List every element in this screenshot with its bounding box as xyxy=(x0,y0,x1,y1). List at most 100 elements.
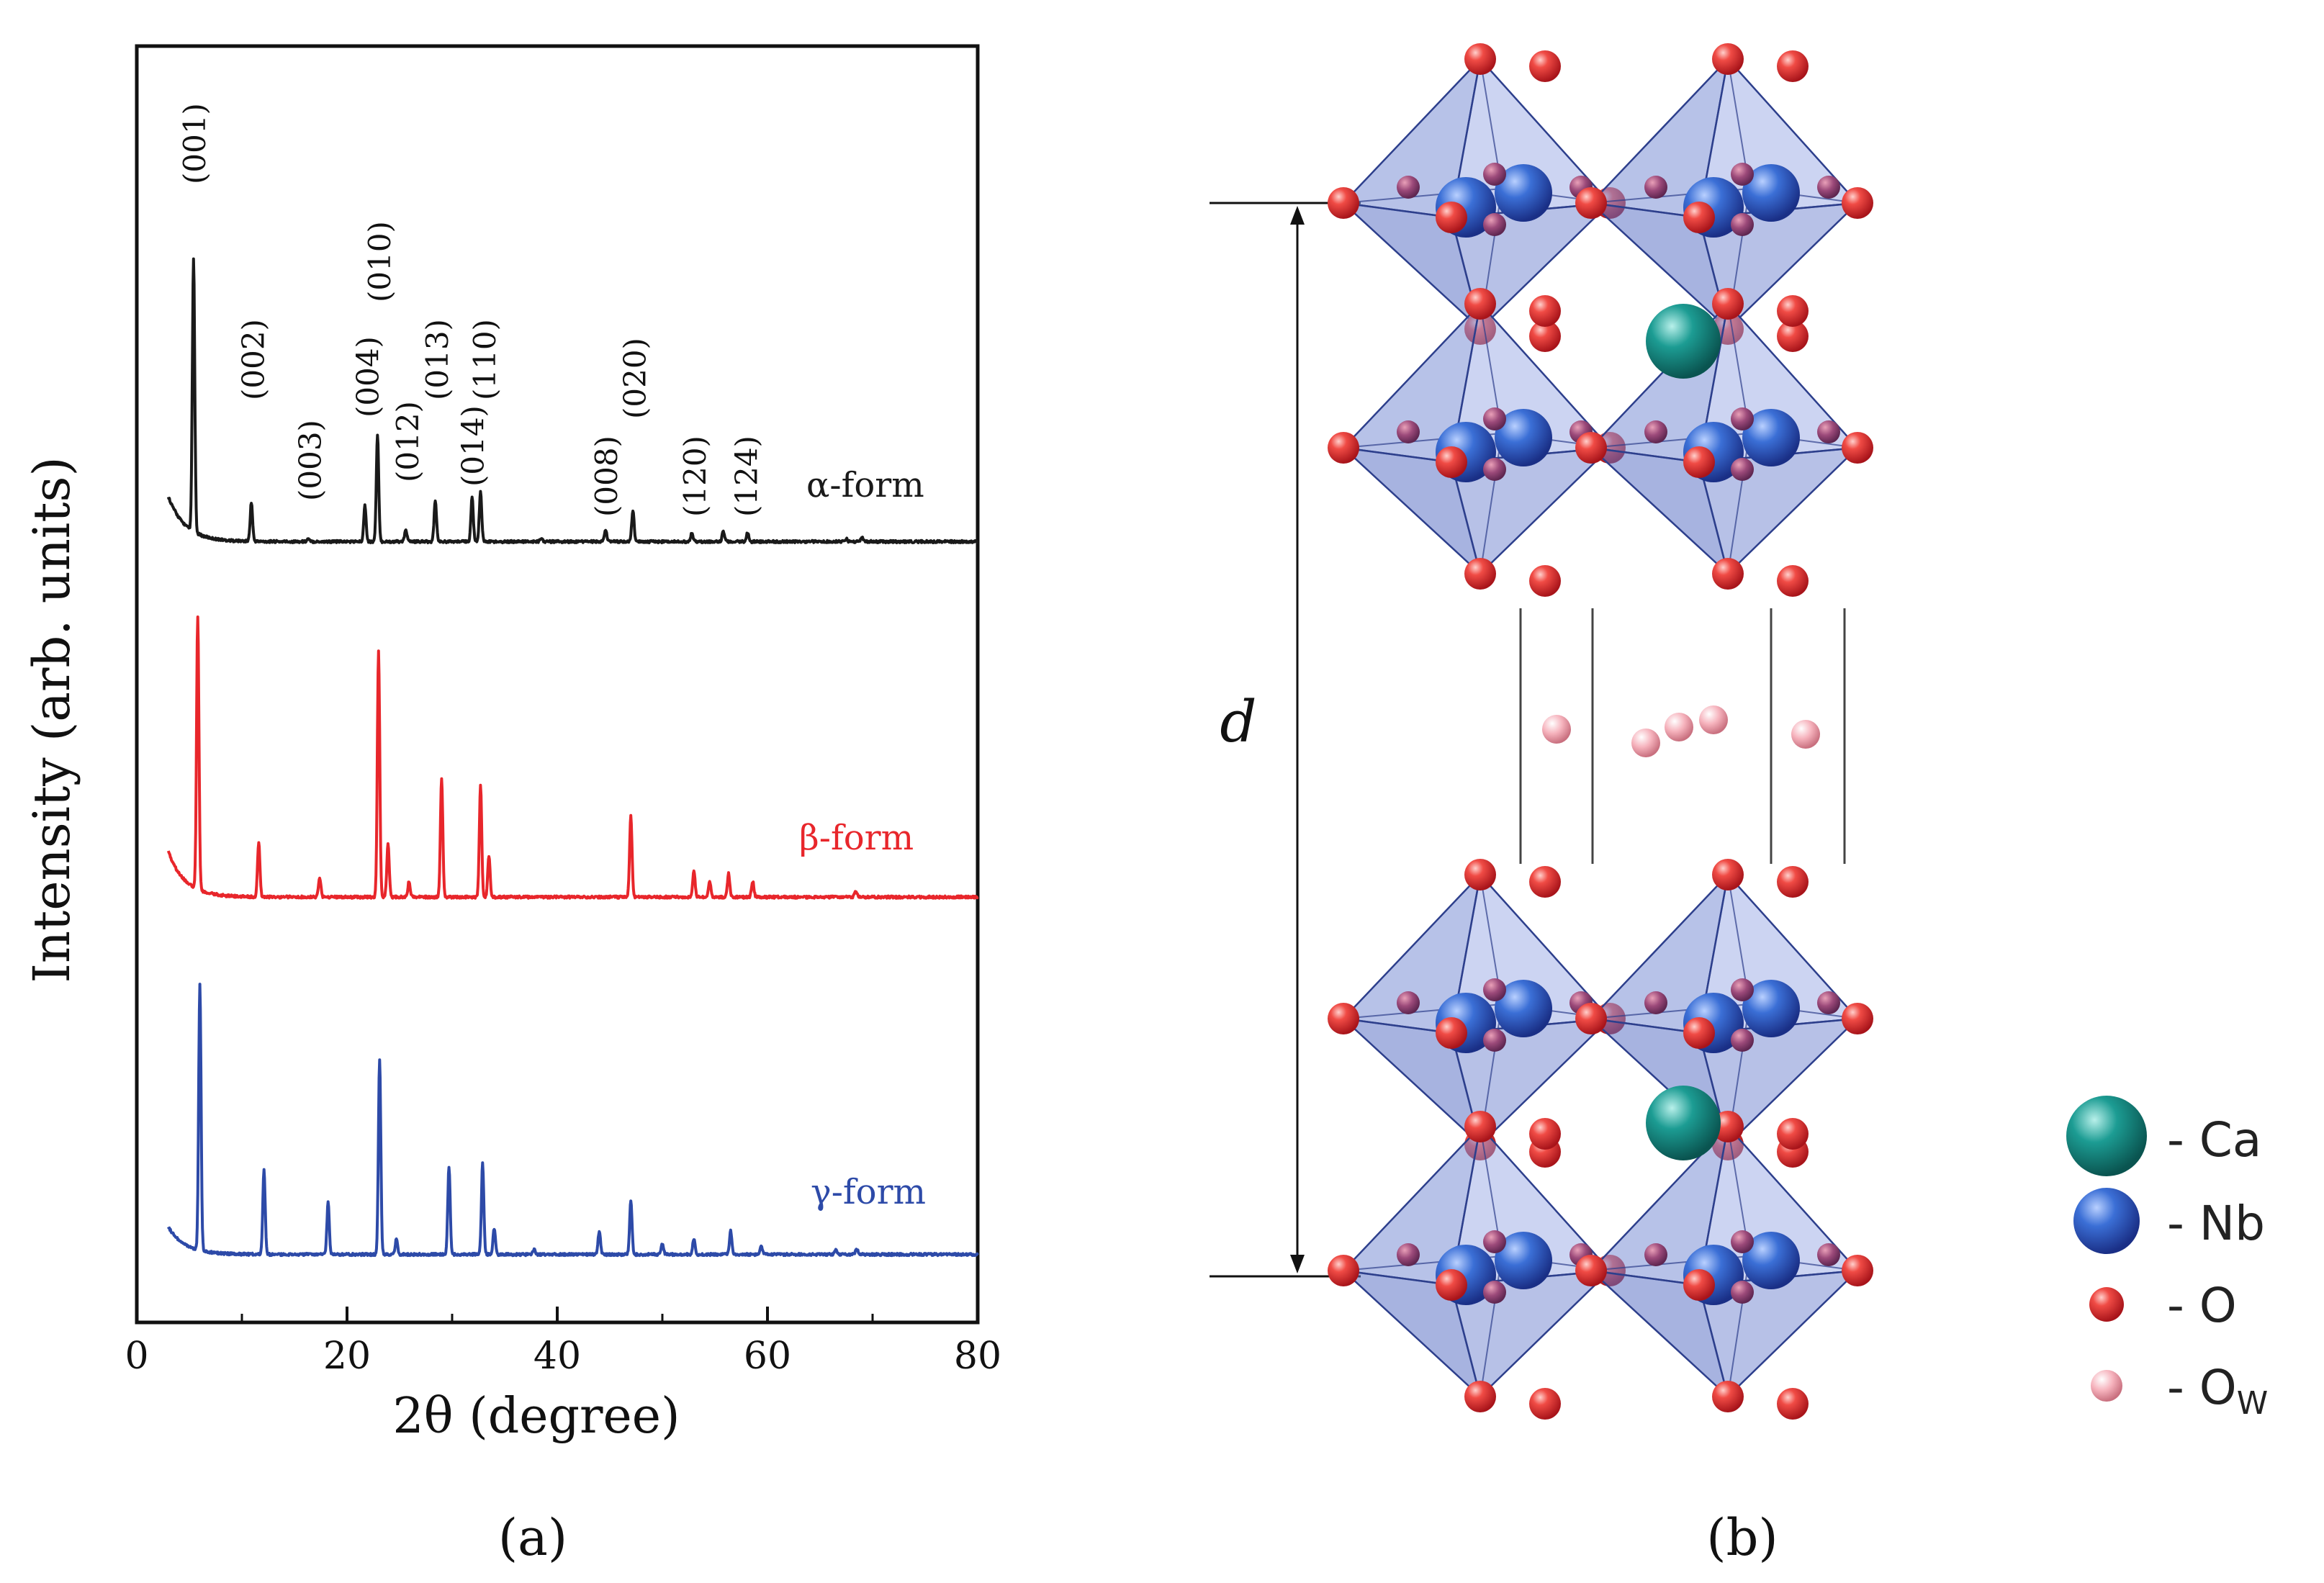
d-arrow-head-top xyxy=(1290,206,1305,225)
o-atom xyxy=(1712,558,1744,590)
o-atom-inner xyxy=(1397,1243,1420,1266)
o-atom xyxy=(1436,1017,1467,1049)
peak-label: (110) xyxy=(467,319,503,400)
o-atom xyxy=(1683,1269,1715,1301)
peak-label-layer: (001) (002) (003) (004) (010) (012)(013)(014)… xyxy=(177,103,765,517)
o-atom xyxy=(1529,295,1561,327)
structure-legend: - Ca - Nb - O - OW xyxy=(2066,1096,2268,1422)
nbo6-octahedron xyxy=(1575,288,1873,597)
o-atom xyxy=(1842,432,1873,464)
o-atom-inner xyxy=(1731,978,1754,1001)
o-atom-inner xyxy=(1483,1281,1506,1304)
peak-label: (001) xyxy=(177,103,212,184)
peak-label: (124) xyxy=(729,436,764,517)
o-atom xyxy=(1328,1003,1359,1034)
o-atom xyxy=(1777,50,1809,82)
octa-edge xyxy=(1727,1255,1750,1397)
o-atom xyxy=(1683,202,1715,233)
peak-label: (004) xyxy=(351,336,386,418)
legend-ow-label-main: - O xyxy=(2167,1360,2237,1415)
o-atom xyxy=(1712,43,1744,75)
o-atom xyxy=(1464,859,1496,890)
plot-frame xyxy=(135,44,980,1325)
x-axis-label: 2θ (degree) xyxy=(392,1388,680,1445)
o-atom xyxy=(1529,565,1561,597)
o-atom-inner xyxy=(1817,420,1840,443)
o-atom xyxy=(1777,295,1809,327)
o-atom xyxy=(1712,1381,1744,1412)
o-atom xyxy=(1464,43,1496,75)
o-atom-inner xyxy=(1483,978,1506,1001)
o-atom xyxy=(1464,1111,1496,1142)
structure-drawing xyxy=(1328,43,1873,1420)
water-oxygen xyxy=(1699,705,1728,734)
nbo6-octahedron xyxy=(1575,1111,1873,1420)
legend-nb-sphere xyxy=(2073,1188,2140,1254)
o-atom xyxy=(1683,1017,1715,1049)
legend-nb-label: - Nb xyxy=(2167,1196,2265,1251)
o-atom xyxy=(1464,1381,1496,1412)
o-atom-inner xyxy=(1483,458,1506,481)
o-atom-inner xyxy=(1731,458,1754,481)
o-atom xyxy=(1777,1118,1809,1150)
o-atom xyxy=(1328,187,1359,219)
o-atom xyxy=(1575,432,1607,464)
legend-o-sphere xyxy=(2089,1287,2124,1322)
o-atom xyxy=(1529,320,1561,352)
water-oxygen xyxy=(1791,720,1820,749)
peak-label: (012) xyxy=(390,401,425,482)
o-atom-inner xyxy=(1644,176,1667,199)
nb-atom xyxy=(1742,1232,1800,1289)
series-layer xyxy=(166,257,979,1258)
peak-label: (013) xyxy=(420,319,455,400)
o-atom-inner xyxy=(1817,1243,1840,1266)
o-atom xyxy=(1842,1255,1873,1286)
nb-atom xyxy=(1742,409,1800,466)
o-atom xyxy=(1529,50,1561,82)
o-atom xyxy=(1464,558,1496,590)
peak-label: (003) xyxy=(292,420,328,501)
o-atom xyxy=(1712,288,1744,320)
o-atom-inner xyxy=(1397,420,1420,443)
x-tick-label: 20 xyxy=(323,1335,371,1378)
x-tick-label: 60 xyxy=(744,1335,791,1378)
series-line-alpha xyxy=(166,257,979,544)
peak-label: (002) xyxy=(236,319,271,400)
o-atom-inner xyxy=(1731,407,1754,430)
o-atom xyxy=(1683,446,1715,478)
o-atom xyxy=(1436,446,1467,478)
peak-label: (014) xyxy=(456,405,491,487)
o-atom-inner xyxy=(1483,163,1506,186)
peak-label: (008) xyxy=(589,436,624,517)
o-atom xyxy=(1436,202,1467,233)
ca-atom xyxy=(1646,1086,1721,1160)
series-line-gamma xyxy=(167,983,979,1258)
o-atom-inner xyxy=(1483,1029,1506,1052)
ca-atom xyxy=(1646,304,1721,379)
o-atom-inner xyxy=(1817,991,1840,1014)
o-atom-inner xyxy=(1644,420,1667,443)
x-tick-label: 80 xyxy=(954,1335,1001,1378)
legend-ow-subscript: W xyxy=(2237,1385,2269,1422)
o-atom-inner xyxy=(1731,163,1754,186)
water-oxygen xyxy=(1631,729,1660,757)
o-atom-inner xyxy=(1397,176,1420,199)
panel-label-a: (a) xyxy=(498,1508,567,1567)
o-atom xyxy=(1712,859,1744,890)
o-atom xyxy=(1777,866,1809,898)
o-atom-inner xyxy=(1397,991,1420,1014)
water-oxygen xyxy=(1665,713,1693,741)
o-atom xyxy=(1436,1269,1467,1301)
o-atom-inner xyxy=(1644,1243,1667,1266)
o-atom-inner xyxy=(1731,1281,1754,1304)
o-atom xyxy=(1529,1388,1561,1420)
nb-atom xyxy=(1742,980,1800,1037)
nb-atom xyxy=(1495,1232,1552,1289)
o-atom xyxy=(1777,1388,1809,1420)
nb-atom xyxy=(1495,980,1552,1037)
series-label-gamma-form: γ-form xyxy=(811,1172,926,1212)
panel-label-b: (b) xyxy=(1706,1508,1778,1567)
o-atom xyxy=(1575,1003,1607,1034)
o-atom xyxy=(1529,866,1561,898)
nb-atom xyxy=(1495,164,1552,222)
